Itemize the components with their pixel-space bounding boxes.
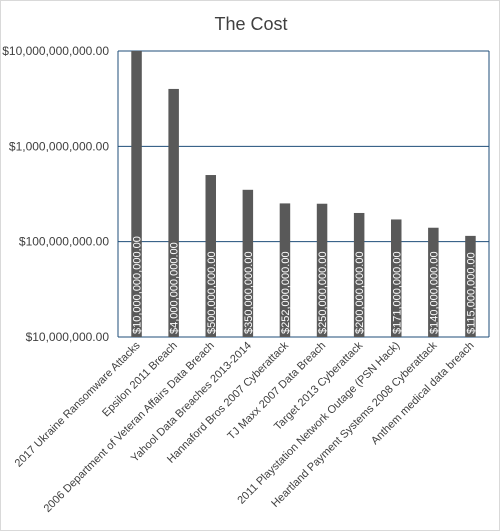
data-label: $140,000,000.00 xyxy=(428,251,440,334)
y-tick-label: $100,000,000.00 xyxy=(19,235,109,249)
chart-title: The Cost xyxy=(214,14,287,34)
data-labels: $10,000,000,000.00 $4,000,000,000.00 $500,… xyxy=(132,236,478,334)
bar xyxy=(428,227,439,337)
bar xyxy=(279,203,291,337)
data-label: $4,000,000,000.00 xyxy=(169,242,181,334)
data-label: $250,000,000.00 xyxy=(317,251,329,334)
data-label: $200,000,000.00 xyxy=(354,251,366,334)
bar xyxy=(205,175,216,337)
bar xyxy=(131,51,142,337)
bar xyxy=(168,88,179,337)
bar xyxy=(391,219,402,337)
y-tick-label: $10,000,000.00 xyxy=(26,330,110,344)
data-label: $500,000,000.00 xyxy=(206,251,218,334)
data-label: $10,000,000,000.00 xyxy=(132,236,144,334)
x-tick-label: 2017 Ukraine Ransomware Attacks xyxy=(13,339,143,469)
y-tick-label: $1,000,000,000.00 xyxy=(9,139,109,153)
data-label: $115,000,000.00 xyxy=(465,252,477,334)
x-tick-label: 2006 Department of Veteran Affairs Data … xyxy=(42,340,217,515)
bar xyxy=(242,189,254,337)
bars xyxy=(131,51,476,337)
gridlines xyxy=(117,50,490,338)
data-label: $252,000,000.00 xyxy=(280,251,292,334)
y-tick-label: $10,000,000,000.00 xyxy=(2,44,109,58)
y-axis-tick-labels: $10,000,000,000.00 $1,000,000,000.00 $100,… xyxy=(2,44,109,344)
data-label: $350,000,000.00 xyxy=(243,251,255,334)
bar xyxy=(465,235,476,337)
data-label: $171,000,000.00 xyxy=(391,251,403,334)
bar xyxy=(353,212,365,337)
bar xyxy=(316,203,328,337)
